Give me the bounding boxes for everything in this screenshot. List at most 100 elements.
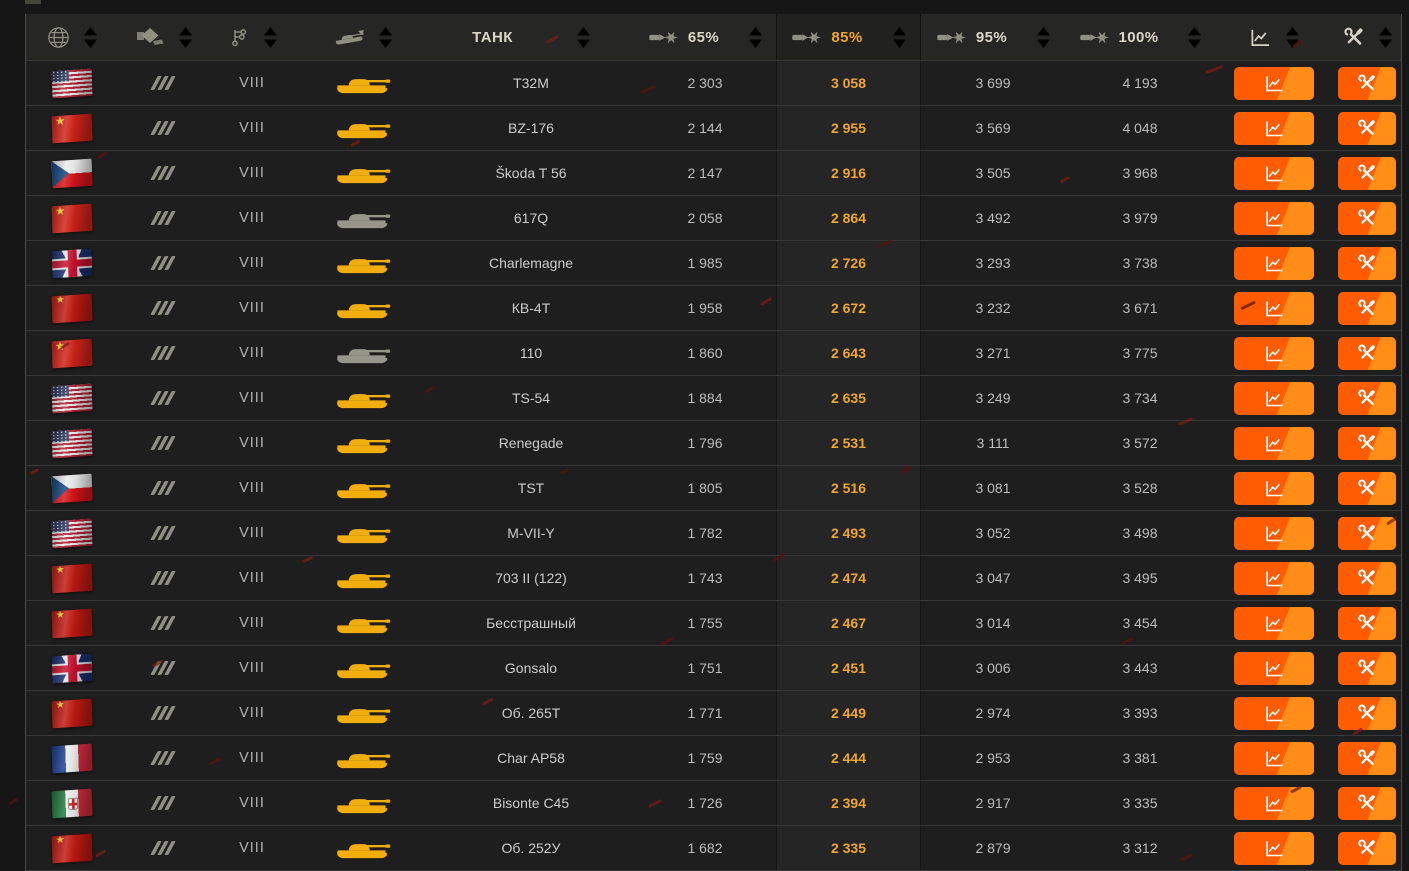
crossed-tools-icon [1357,793,1375,811]
crossed-tools-icon [1357,748,1375,766]
table-row: VIII Об. 252У 1 682 2 335 2 879 3 312 [26,825,1401,870]
crossed-tools-icon [1357,703,1375,721]
line-chart-icon [1265,255,1283,271]
crossed-tools-icon [1357,838,1375,856]
equipment-button[interactable] [1338,66,1396,100]
stats-chart-button[interactable] [1234,831,1314,865]
heavy-tank-class-icon [150,121,176,135]
line-chart-icon [1265,75,1283,91]
dmg85-value: 2 335 [830,840,867,856]
dmg85-value: 2 531 [830,435,867,451]
header-dmg95-column[interactable]: 95% [921,14,1065,60]
sort-indicator [263,26,277,48]
equipment-button[interactable] [1338,786,1396,820]
dmg95-value: 3 505 [975,165,1011,181]
scratch-mark [8,797,18,805]
table-row: VIII M-VII-Y 1 782 2 493 3 052 3 498 [26,510,1401,555]
tank-silhouette [336,663,390,678]
stats-chart-button[interactable] [1234,786,1314,820]
dmg100-value: 3 671 [1122,300,1158,316]
stats-chart-button[interactable] [1234,606,1314,640]
dmg95-value: 3 047 [975,570,1011,586]
stats-chart-button[interactable] [1234,66,1314,100]
dmg100-value: 4 193 [1122,75,1158,91]
stats-chart-button[interactable] [1234,651,1314,685]
dmg85-value: 2 493 [830,525,867,541]
tank-name: Bisonte C45 [492,795,570,811]
header-dmg100-column[interactable]: 100% [1065,14,1215,60]
stats-chart-button[interactable] [1234,291,1314,325]
nation-flag [51,113,93,143]
tier-label: VIII [239,525,265,541]
equipment-button[interactable] [1338,336,1396,370]
equipment-button[interactable] [1338,696,1396,730]
shell-penetration-icon [936,29,968,46]
stats-chart-button[interactable] [1234,156,1314,190]
nation-flag [51,833,93,863]
equipment-button[interactable] [1338,651,1396,685]
line-chart-icon [1265,660,1283,676]
tank-name: TS-54 [511,390,551,406]
globe-icon [47,26,70,49]
header-tank-name-column[interactable]: ТАНК [428,14,634,60]
stats-chart-button[interactable] [1234,741,1314,775]
dmg100-value: 3 528 [1122,480,1158,496]
equipment-button[interactable] [1338,831,1396,865]
nation-flag [51,743,93,773]
equipment-button[interactable] [1338,291,1396,325]
dmg100-value: 3 979 [1122,210,1158,226]
stats-chart-button[interactable] [1234,336,1314,370]
stats-chart-button[interactable] [1234,561,1314,595]
header-silhouette-column[interactable] [296,14,428,60]
tank-silhouette [336,78,390,93]
table-row: VIII 617Q 2 058 2 864 3 492 3 979 [26,195,1401,240]
header-stats-column[interactable] [1215,14,1333,60]
equipment-button[interactable] [1338,471,1396,505]
header-dmg65-column[interactable]: 65% [634,14,776,60]
dmg65-value: 1 682 [687,840,723,856]
equipment-button[interactable] [1338,741,1396,775]
equipment-button[interactable] [1338,201,1396,235]
stats-chart-button[interactable] [1234,201,1314,235]
equipment-button[interactable] [1338,516,1396,550]
heavy-tank-class-icon [150,301,176,315]
equipment-button[interactable] [1338,426,1396,460]
stats-chart-button[interactable] [1234,516,1314,550]
dmg65-value: 2 303 [687,75,723,91]
nation-flag [51,653,93,683]
stats-chart-button[interactable] [1234,426,1314,460]
header-equipment-column[interactable] [1333,14,1401,60]
equipment-button[interactable] [1338,561,1396,595]
crossed-tools-icon [1357,118,1375,136]
header-dmg85-column-sorted[interactable]: 85% [776,14,921,60]
line-chart-icon [1265,435,1283,451]
table-row: VIII Бесстрашный 1 755 2 467 3 014 3 454 [26,600,1401,645]
tier-label: VIII [239,570,265,586]
sort-indicator [1188,26,1202,48]
nation-flag [51,248,93,278]
tank-silhouette [336,753,390,768]
header-nation-column[interactable] [26,14,118,60]
equipment-button[interactable] [1338,381,1396,415]
stats-chart-button[interactable] [1234,246,1314,280]
line-chart-icon [1265,390,1283,406]
equipment-button[interactable] [1338,246,1396,280]
stats-chart-button[interactable] [1234,381,1314,415]
dmg65-value: 1 771 [687,705,723,721]
sort-indicator-descending-active [892,26,906,48]
heavy-tank-class-icon [150,841,176,855]
header-vehicle-class-column[interactable] [118,14,208,60]
header-tier-column[interactable] [208,14,296,60]
tank-silhouette [336,123,390,138]
equipment-button[interactable] [1338,156,1396,190]
tank-name: Об. 265Т [501,705,561,721]
stats-chart-button[interactable] [1234,696,1314,730]
equipment-button[interactable] [1338,606,1396,640]
dmg65-value: 1 782 [687,525,723,541]
table-row: VIII BZ-176 2 144 2 955 3 569 4 048 [26,105,1401,150]
stats-chart-button[interactable] [1234,111,1314,145]
dmg85-value: 2 474 [830,570,867,586]
tech-tree-icon [228,27,250,48]
stats-chart-button[interactable] [1234,471,1314,505]
equipment-button[interactable] [1338,111,1396,145]
